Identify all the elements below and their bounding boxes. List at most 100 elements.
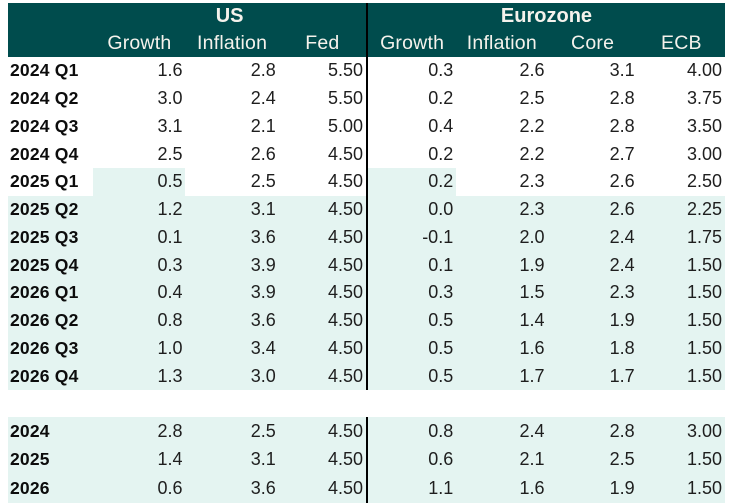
row-label: 2026 Q1 — [8, 279, 94, 307]
row-label: 2024 Q3 — [10, 115, 79, 136]
column-header-eurozone-core: Core — [547, 30, 638, 57]
cell: 1.50 — [637, 306, 725, 335]
row-label: 2026 — [8, 474, 94, 503]
cell: 2.6 — [609, 171, 635, 192]
cell: 4.50 — [278, 279, 367, 307]
cell: 0.3 — [365, 279, 457, 307]
cell: 0.1 — [365, 251, 457, 279]
row-label: 2025 — [8, 445, 94, 475]
cell: 2.8 — [93, 417, 186, 446]
table-row: 2024 Q3 3.1 2.1 5.00 0.4 2.2 2.8 3.50 — [8, 112, 725, 141]
cell: 0.2 — [365, 168, 457, 196]
table-row: 2026 Q2 0.8 3.6 4.50 0.5 1.4 1.9 1.50 — [8, 306, 725, 335]
corner-cell — [8, 3, 94, 30]
table-row: 2024 Q2 3.0 2.4 5.50 0.2 2.5 2.8 3.75 — [8, 84, 725, 113]
cell: 1.7 — [456, 362, 548, 390]
column-header-us-fed: Fed — [278, 30, 367, 57]
cell: 3.0 — [157, 88, 183, 109]
cell: 3.1 — [609, 60, 635, 81]
cell: 2.1 — [250, 115, 276, 136]
cell: 1.9 — [456, 251, 548, 279]
cell: 3.9 — [185, 279, 279, 307]
cell: 1.2 — [93, 195, 186, 224]
cell: 2.3 — [547, 279, 638, 307]
cell: 1.50 — [637, 279, 725, 307]
cell: 3.0 — [185, 362, 279, 390]
cell: 2.50 — [686, 171, 722, 192]
row-label: 2026 Q3 — [8, 334, 94, 363]
cell: 2.7 — [609, 143, 635, 164]
cell: 1.50 — [637, 474, 725, 503]
cell: 0.4 — [365, 112, 457, 141]
cell: 2.6 — [547, 195, 638, 224]
forecast-table: US Eurozone Growth Inflation Fed Growth … — [8, 3, 725, 503]
table-row: 2025 1.4 3.1 4.50 0.6 2.1 2.5 1.50 — [8, 445, 725, 475]
cell: 3.6 — [185, 223, 279, 252]
cell: 5.50 — [327, 60, 363, 81]
cell: 3.1 — [185, 195, 279, 224]
cell: 1.50 — [637, 334, 725, 363]
row-label: 2026 Q2 — [8, 306, 94, 335]
cell: 4.50 — [278, 417, 367, 446]
cell: 2.8 — [609, 115, 635, 136]
table-row: 2026 Q4 1.3 3.0 4.50 0.5 1.7 1.7 1.50 — [8, 362, 725, 390]
table-row: 2024 2.8 2.5 4.50 0.8 2.4 2.8 3.00 — [8, 417, 725, 446]
table-row: 2025 Q1 0.5 2.5 4.50 0.2 2.3 2.6 2.50 — [8, 168, 725, 196]
cell: 1.5 — [456, 279, 548, 307]
cell: 1.4 — [93, 445, 186, 475]
cell: 3.6 — [185, 306, 279, 335]
cell: 2.2 — [519, 143, 545, 164]
cell: -0.1 — [365, 223, 457, 252]
cell: 4.50 — [278, 306, 367, 335]
cell: 2.8 — [547, 417, 638, 446]
cell: 4.50 — [278, 251, 367, 279]
row-label: 2026 Q4 — [8, 362, 94, 390]
corner-cell — [8, 30, 94, 57]
cell: 4.00 — [686, 60, 722, 81]
column-header-row: Growth Inflation Fed Growth Inflation Co… — [8, 30, 725, 57]
cell: 2.5 — [185, 417, 279, 446]
cell: 3.6 — [185, 474, 279, 503]
row-label: 2025 Q2 — [8, 195, 94, 224]
cell: 2.4 — [547, 223, 638, 252]
cell: 0.6 — [365, 445, 457, 475]
row-label: 2024 Q1 — [10, 60, 79, 81]
row-label: 2025 Q4 — [8, 251, 94, 279]
cell: 0.0 — [365, 195, 457, 224]
section-gap — [8, 390, 725, 417]
cell: 0.1 — [93, 223, 186, 252]
group-header-row: US Eurozone — [8, 3, 725, 30]
cell: 0.8 — [93, 306, 186, 335]
cell: 2.1 — [456, 445, 548, 475]
cell: 0.5 — [365, 306, 457, 335]
cell: 2.6 — [519, 60, 545, 81]
cell: 1.75 — [637, 223, 725, 252]
table-row: 2025 Q2 1.2 3.1 4.50 0.0 2.3 2.6 2.25 — [8, 195, 725, 224]
cell: 3.1 — [157, 115, 183, 136]
cell: 2.4 — [547, 251, 638, 279]
cell: 2.4 — [456, 417, 548, 446]
cell: 1.7 — [547, 362, 638, 390]
row-label: 2024 Q4 — [10, 143, 79, 164]
cell: 0.8 — [365, 417, 457, 446]
cell: 0.3 — [93, 251, 186, 279]
cell: 3.75 — [686, 88, 722, 109]
row-label: 2024 Q2 — [10, 88, 79, 109]
row-label: 2025 Q3 — [8, 223, 94, 252]
table-row: 2026 Q1 0.4 3.9 4.50 0.3 1.5 2.3 1.50 — [8, 279, 725, 307]
cell: 2.5 — [547, 445, 638, 475]
annual-section: 2024 2.8 2.5 4.50 0.8 2.4 2.8 3.00 2025 1.4 3.1 4.5… — [8, 417, 725, 503]
quarterly-section: 2024 Q1 1.6 2.8 5.50 0.3 2.6 3.1 4.00 2024 Q2 3.0… — [8, 57, 725, 390]
cell: 0.5 — [365, 334, 457, 363]
table-row: 2025 Q4 0.3 3.9 4.50 0.1 1.9 2.4 1.50 — [8, 251, 725, 279]
cell: 2.5 — [250, 171, 276, 192]
cell: 4.50 — [278, 195, 367, 224]
table-row: 2024 Q1 1.6 2.8 5.50 0.3 2.6 3.1 4.00 — [8, 57, 725, 85]
cell: 0.2 — [365, 84, 457, 113]
cell: 2.8 — [250, 60, 276, 81]
group-header-us: US — [93, 3, 367, 30]
cell: 1.50 — [637, 445, 725, 475]
table-row: 2024 Q4 2.5 2.6 4.50 0.2 2.2 2.7 3.00 — [8, 140, 725, 168]
cell: 2.5 — [519, 88, 545, 109]
